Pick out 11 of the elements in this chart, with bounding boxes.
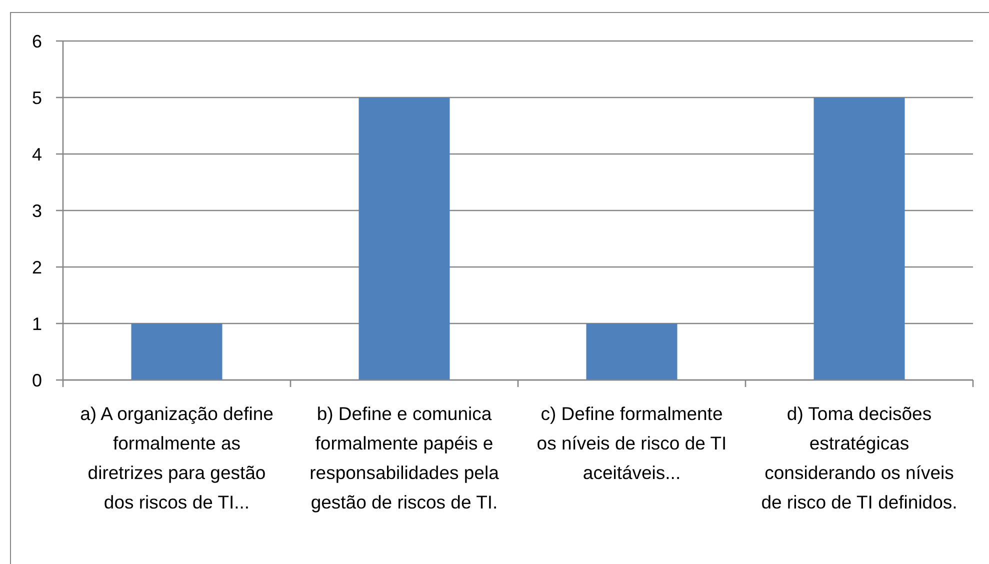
y-tick-label: 6 — [32, 31, 42, 52]
x-tick-label: b) Define e comunica formalmente papéis e responsabilidades pela gestão de riscos de TI. — [310, 403, 500, 512]
x-tick-label: c) Define formalmente os níveis de risco de TI aceitáveis... — [536, 403, 727, 483]
x-tick-label: d) Toma decisões estratégicas considerando os níveis de risco de TI definidos. — [761, 403, 958, 512]
x-tick-label: a) A organização define formalmente as diretrizes para gestão dos riscos de TI... — [80, 403, 274, 512]
y-tick-label: 4 — [32, 144, 42, 164]
y-tick-label: 5 — [32, 88, 42, 108]
y-tick-label: 1 — [32, 314, 42, 334]
y-tick-label: 2 — [32, 257, 42, 278]
y-tick-label: 0 — [32, 370, 42, 390]
y-tick-label: 3 — [32, 200, 42, 221]
